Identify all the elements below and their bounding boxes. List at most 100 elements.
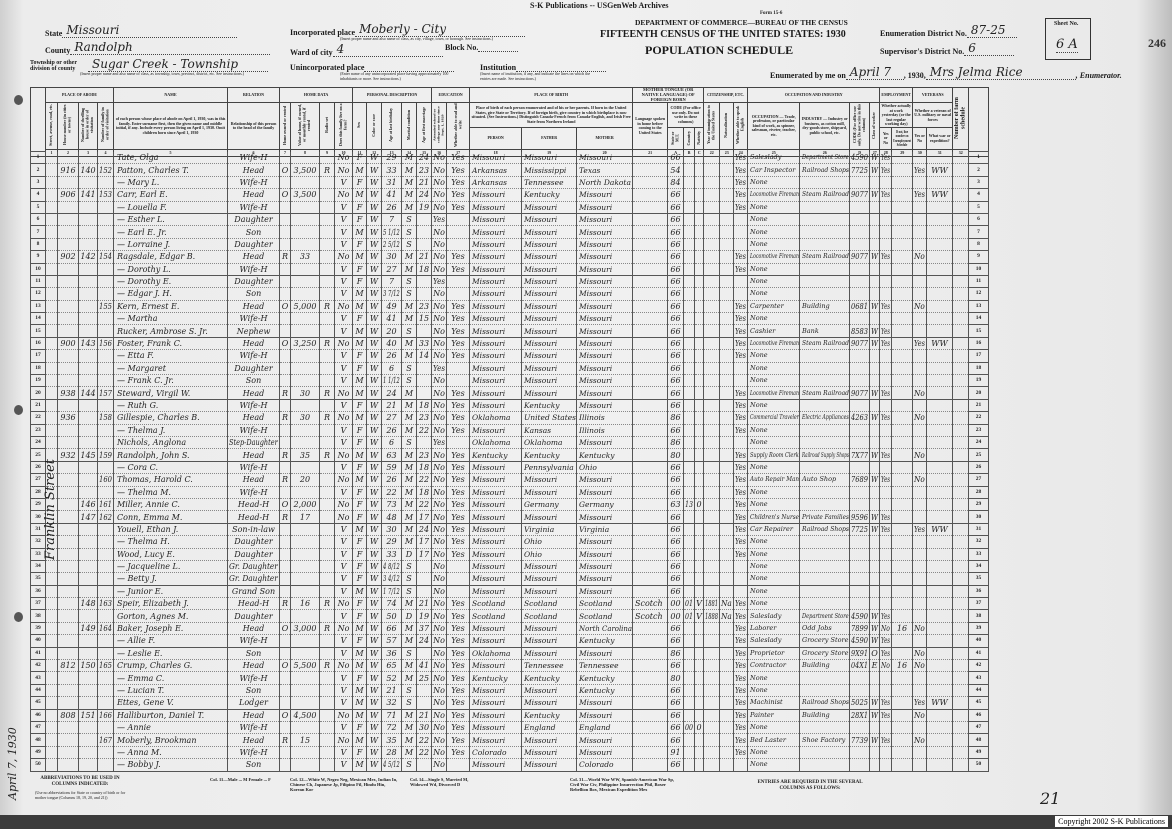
farm: V xyxy=(334,461,353,475)
age-first-marriage xyxy=(416,213,432,227)
farm-schedule xyxy=(952,671,969,685)
line-number-right: 41 xyxy=(968,646,989,661)
war xyxy=(926,461,953,475)
class-of-worker xyxy=(869,263,880,276)
marital: M xyxy=(401,337,417,351)
dwelling-number xyxy=(78,287,98,301)
mother-tongue xyxy=(632,622,668,636)
school: No xyxy=(431,448,447,462)
table-row: 4 906 141 153 Carr, Earl E. Head O 3,500 No M W 41 M… xyxy=(30,188,989,202)
age: 26 xyxy=(381,349,402,363)
street xyxy=(45,312,58,326)
cell-text: 7X77 xyxy=(851,450,868,460)
mother-birthplace: Missouri xyxy=(576,225,633,239)
naturalization xyxy=(719,151,734,165)
occupation-code xyxy=(849,225,870,239)
sex: M xyxy=(352,300,367,314)
age-first-marriage: 23 xyxy=(416,300,432,314)
dwelling-number xyxy=(78,225,98,239)
class-of-worker: W xyxy=(869,733,880,747)
naturalization xyxy=(719,448,734,462)
veteran xyxy=(912,671,927,685)
dwelling-number xyxy=(78,696,98,710)
line-number-right: 3 xyxy=(968,175,989,190)
naturalization xyxy=(719,411,734,425)
unemployment-line xyxy=(891,709,913,722)
street xyxy=(45,671,58,685)
enumerated-label: Enumerated by me on xyxy=(770,71,846,80)
mother-tongue xyxy=(632,585,668,599)
relation: Wife-H xyxy=(227,312,280,326)
speaks-english: Yes xyxy=(733,349,748,363)
township-field: Township or other division of county Suga… xyxy=(30,58,268,76)
cell-text: 4263 xyxy=(851,413,869,423)
unemployment-line xyxy=(891,721,913,735)
line-number: 17 xyxy=(30,349,46,363)
race: W xyxy=(366,548,382,561)
age: 7 xyxy=(381,275,402,289)
marital: M xyxy=(401,597,417,611)
mother-birthplace: Missouri xyxy=(576,349,633,363)
immigration-year xyxy=(703,572,720,586)
sex: M xyxy=(352,758,367,772)
home-tenure xyxy=(279,275,291,289)
farm-schedule xyxy=(952,151,969,165)
marital: M xyxy=(401,312,417,326)
mother-birthplace: Missouri xyxy=(576,188,633,202)
header-cB: Country xyxy=(683,127,696,150)
industry: Building xyxy=(799,659,850,673)
name: Tate, Olga xyxy=(113,151,228,165)
code-b xyxy=(683,671,695,685)
mother-tongue xyxy=(632,324,668,338)
cell-text: No xyxy=(914,648,925,658)
unemployment-line xyxy=(891,424,913,438)
age-first-marriage: 24 xyxy=(416,188,432,202)
house-number: 916 xyxy=(57,163,79,177)
employed: Yes xyxy=(879,609,892,623)
naturalization xyxy=(719,176,734,190)
home-value xyxy=(290,523,320,537)
farm: V xyxy=(334,324,353,338)
relation: Daughter xyxy=(227,275,280,289)
abbrev-marital: Col. 14—Single S, Married M, Widowed Wd,… xyxy=(410,777,469,787)
family-number: 166 xyxy=(97,709,114,722)
speaks-english: Yes xyxy=(733,188,748,202)
farm-schedule xyxy=(952,275,969,289)
unemployment-line xyxy=(891,609,913,623)
name: Halliburton, Daniel T. xyxy=(113,709,228,722)
naturalization xyxy=(719,300,734,314)
code-b xyxy=(683,548,695,561)
birthplace: Colorado xyxy=(469,746,522,760)
code-a: 66 xyxy=(667,758,684,772)
father-birthplace: Missouri xyxy=(521,647,577,661)
street xyxy=(45,151,58,165)
cell-text: W xyxy=(871,512,878,522)
dwelling-number xyxy=(78,560,98,574)
industry: Electric Appliances xyxy=(799,411,850,425)
industry: Grocery Store xyxy=(799,647,850,661)
farm-schedule xyxy=(952,746,969,760)
school: No xyxy=(431,238,447,252)
relation: Son xyxy=(227,684,280,698)
dwelling-number xyxy=(78,238,98,252)
farm: V xyxy=(334,201,353,214)
employed xyxy=(879,275,892,289)
house-number xyxy=(57,287,79,301)
occupation-code xyxy=(849,312,870,326)
code-a: 66 xyxy=(667,225,684,239)
dwelling-number xyxy=(78,263,98,276)
race: W xyxy=(366,560,382,574)
header-veterans: VETERANS xyxy=(912,86,954,104)
code-b xyxy=(683,634,695,648)
radio xyxy=(319,609,335,623)
immigration-year: 1881 xyxy=(703,597,720,611)
family-number xyxy=(97,523,114,537)
code-c xyxy=(694,535,704,549)
name: Nichols, Anglona xyxy=(113,436,228,450)
race: W xyxy=(366,448,382,462)
cell-text: Yes xyxy=(881,636,891,646)
code-c xyxy=(694,250,704,264)
farm-schedule xyxy=(952,696,969,710)
form-number: Form 15-6 xyxy=(760,11,783,16)
line-number: 44 xyxy=(30,683,46,698)
